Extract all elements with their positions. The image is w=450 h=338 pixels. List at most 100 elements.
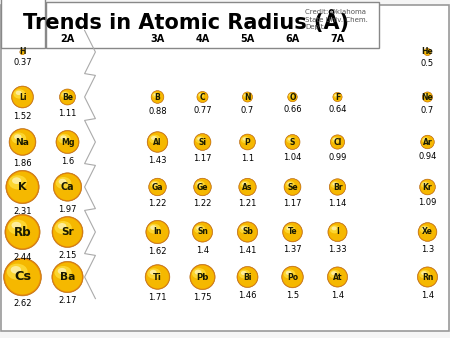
Ellipse shape	[12, 222, 21, 229]
Text: Ar: Ar	[423, 138, 432, 146]
Text: 5A: 5A	[240, 34, 255, 44]
Ellipse shape	[283, 222, 302, 242]
Text: 1.17: 1.17	[193, 154, 212, 163]
Text: 1.71: 1.71	[148, 293, 167, 302]
Ellipse shape	[20, 50, 25, 54]
Ellipse shape	[57, 131, 78, 153]
Text: 1.09: 1.09	[418, 198, 436, 208]
Ellipse shape	[148, 132, 167, 151]
Ellipse shape	[286, 135, 299, 149]
Ellipse shape	[56, 130, 79, 153]
Ellipse shape	[5, 214, 40, 249]
Ellipse shape	[12, 177, 21, 184]
Text: Cs: Cs	[14, 270, 31, 284]
Ellipse shape	[239, 134, 256, 150]
Ellipse shape	[59, 89, 76, 105]
Ellipse shape	[422, 226, 427, 230]
Ellipse shape	[195, 136, 205, 143]
Ellipse shape	[195, 181, 205, 188]
Ellipse shape	[194, 134, 211, 150]
Text: 1.46: 1.46	[238, 291, 257, 300]
Ellipse shape	[197, 137, 202, 141]
Ellipse shape	[286, 271, 292, 275]
Ellipse shape	[8, 220, 27, 235]
Ellipse shape	[193, 223, 212, 241]
Ellipse shape	[423, 138, 427, 141]
Ellipse shape	[53, 173, 82, 201]
Text: Ge: Ge	[197, 183, 208, 192]
Ellipse shape	[147, 132, 168, 152]
Ellipse shape	[149, 179, 166, 195]
Text: Mg: Mg	[61, 138, 74, 146]
Ellipse shape	[239, 179, 256, 195]
Ellipse shape	[285, 135, 300, 149]
Ellipse shape	[418, 268, 437, 286]
Text: 1.21: 1.21	[238, 199, 256, 208]
Text: He: He	[422, 48, 433, 56]
Text: Kr: Kr	[423, 183, 432, 192]
Ellipse shape	[419, 270, 430, 279]
Ellipse shape	[54, 221, 72, 234]
Text: 1.17: 1.17	[283, 199, 302, 208]
Ellipse shape	[283, 267, 302, 287]
Ellipse shape	[420, 180, 435, 194]
Text: Rb: Rb	[14, 225, 32, 239]
Ellipse shape	[237, 266, 258, 288]
Ellipse shape	[147, 268, 161, 279]
Ellipse shape	[53, 263, 82, 291]
Text: Te: Te	[288, 227, 297, 237]
Ellipse shape	[333, 92, 342, 102]
Text: 1.4: 1.4	[196, 246, 209, 255]
Ellipse shape	[288, 92, 297, 102]
Text: Ne: Ne	[422, 93, 433, 101]
Text: Cl: Cl	[333, 138, 342, 146]
Ellipse shape	[328, 222, 347, 242]
Ellipse shape	[330, 135, 345, 149]
Text: 1.37: 1.37	[283, 245, 302, 255]
Ellipse shape	[195, 134, 210, 150]
Text: Sb: Sb	[242, 227, 253, 237]
Text: Be: Be	[62, 93, 73, 101]
Ellipse shape	[150, 225, 157, 230]
Ellipse shape	[193, 222, 212, 242]
Ellipse shape	[196, 226, 202, 230]
Text: Trends in Atomic Radius (Å): Trends in Atomic Radius (Å)	[23, 10, 349, 33]
Text: O: O	[289, 93, 296, 101]
Ellipse shape	[58, 134, 71, 144]
Ellipse shape	[243, 92, 252, 102]
Ellipse shape	[53, 218, 82, 246]
Ellipse shape	[6, 170, 39, 204]
Text: Li: Li	[19, 93, 26, 101]
Text: 1.62: 1.62	[148, 247, 167, 256]
Text: 1.6: 1.6	[61, 157, 74, 166]
Ellipse shape	[239, 270, 250, 279]
Ellipse shape	[238, 267, 257, 287]
Text: 1.41: 1.41	[238, 246, 256, 255]
Text: Sr: Sr	[61, 227, 74, 237]
Text: 0.99: 0.99	[328, 153, 346, 162]
Ellipse shape	[289, 94, 292, 96]
Text: Sn: Sn	[197, 227, 208, 237]
Text: 1.52: 1.52	[14, 112, 32, 121]
Ellipse shape	[285, 179, 300, 195]
Text: N: N	[244, 93, 251, 101]
Ellipse shape	[332, 226, 337, 230]
Ellipse shape	[199, 94, 202, 96]
Ellipse shape	[194, 225, 205, 234]
Ellipse shape	[54, 266, 72, 279]
Ellipse shape	[197, 92, 208, 102]
Text: 1.4: 1.4	[331, 291, 344, 300]
Text: Na: Na	[16, 138, 29, 146]
Ellipse shape	[240, 181, 250, 188]
Ellipse shape	[284, 223, 302, 241]
Ellipse shape	[333, 93, 342, 101]
Ellipse shape	[288, 93, 297, 101]
Ellipse shape	[198, 93, 204, 98]
Text: Po: Po	[287, 272, 298, 282]
Ellipse shape	[12, 86, 33, 108]
Ellipse shape	[12, 87, 33, 107]
Ellipse shape	[424, 49, 431, 55]
Ellipse shape	[152, 93, 159, 98]
Text: 0.77: 0.77	[193, 106, 212, 115]
Ellipse shape	[7, 172, 38, 202]
